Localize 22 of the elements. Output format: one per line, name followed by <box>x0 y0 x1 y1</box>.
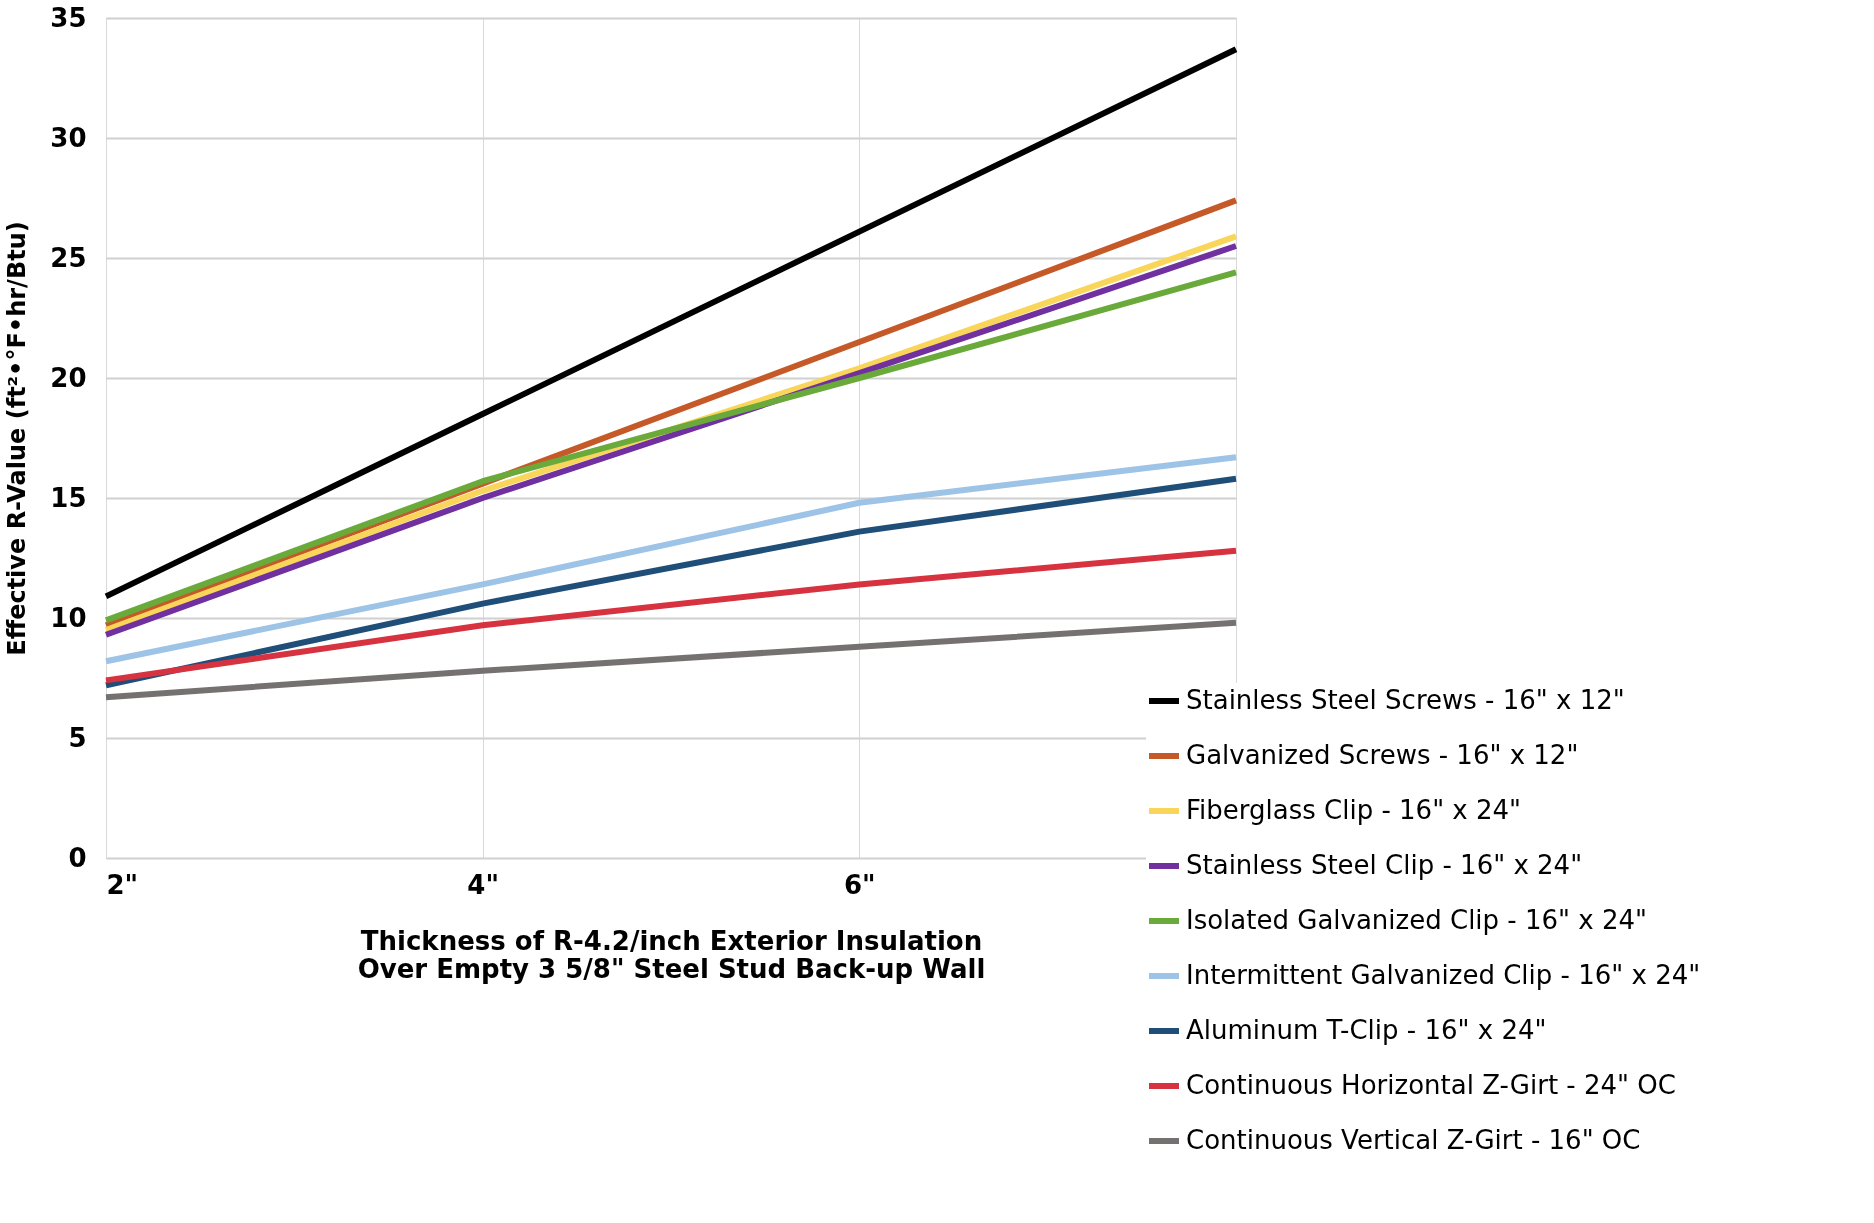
y-tick-label: 10 <box>50 602 87 633</box>
y-tick-label: 15 <box>50 482 87 513</box>
y-tick-label: 5 <box>68 722 87 753</box>
legend-label: Galvanized Screws - 16" x 12" <box>1186 740 1579 770</box>
legend-label: Stainless Steel Clip - 16" x 24" <box>1186 850 1583 880</box>
y-tick-label: 0 <box>68 842 87 873</box>
legend-label: Continuous Vertical Z-Girt - 16" OC <box>1186 1125 1641 1155</box>
legend-label: Intermittent Galvanized Clip - 16" x 24" <box>1186 960 1701 990</box>
y-axis-title: Effective R-Value (ft²•°F•hr/Btu) <box>3 221 32 656</box>
x-axis-title: Thickness of R-4.2/inch Exterior Insulation Over Empty 3 5/8" Steel Stud Back-up Wall <box>357 925 986 984</box>
legend-label: Isolated Galvanized Clip - 16" x 24" <box>1186 905 1647 935</box>
x-tick-label: 4" <box>467 869 499 900</box>
legend-label: Fiberglass Clip - 16" x 24" <box>1186 795 1522 825</box>
legend-label: Continuous Horizontal Z-Girt - 24" OC <box>1186 1070 1676 1100</box>
y-tick-label: 20 <box>50 362 87 393</box>
y-tick-label: 35 <box>50 2 87 33</box>
y-tick-label: 30 <box>50 122 87 153</box>
x-tick-label: 2" <box>106 869 139 900</box>
x-tick-label: 6" <box>844 869 876 900</box>
y-tick-label: 25 <box>50 242 87 273</box>
legend-label: Stainless Steel Screws - 16" x 12" <box>1186 685 1625 715</box>
legend-label: Aluminum T-Clip - 16" x 24" <box>1186 1015 1547 1045</box>
